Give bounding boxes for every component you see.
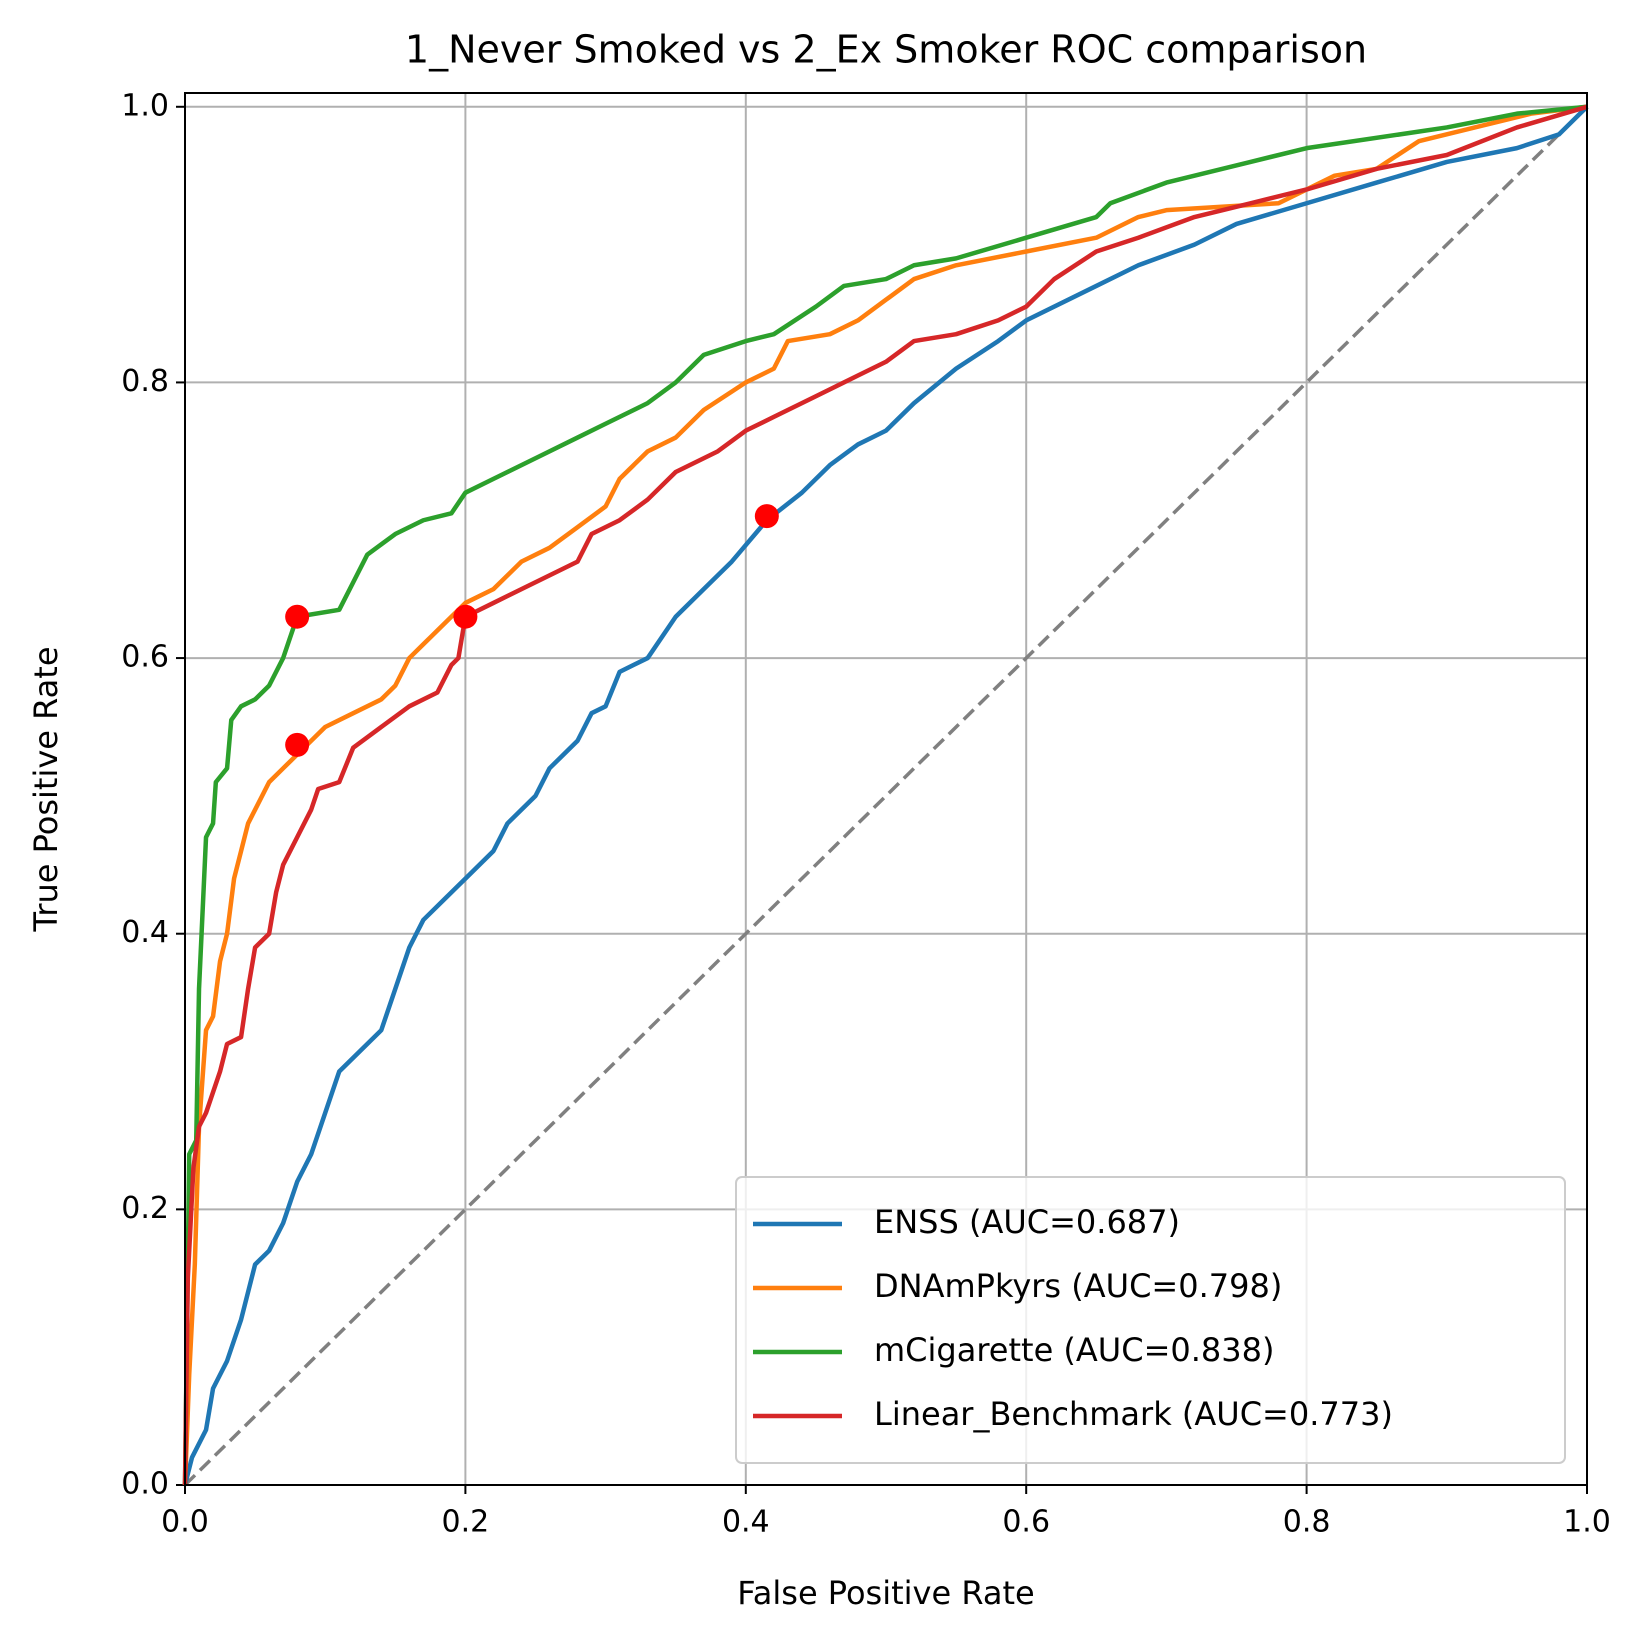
roc-line (182, 104, 1588, 1486)
frame (184, 92, 1588, 1486)
legend-label: ENSS (AUC=0.687) (874, 1203, 1180, 1241)
x-tick-label: 0.6 (1002, 1505, 1050, 1540)
x-tick-label: 1.0 (1563, 1505, 1611, 1540)
marker (453, 604, 478, 629)
legend-label: mCigarette (AUC=0.838) (874, 1331, 1274, 1369)
marker (285, 732, 310, 757)
y-tick-label: 0.2 (121, 1191, 169, 1226)
y-tick-label: 1.0 (121, 88, 169, 123)
legend-label: DNAmPkyrs (AUC=0.798) (874, 1267, 1282, 1305)
y-tick-label: 0.6 (121, 640, 169, 675)
chart-title: 1_Never Smoked vs 2_Ex Smoker ROC compar… (405, 28, 1367, 72)
x-tick-label: 0.4 (722, 1505, 770, 1540)
y-tick-label: 0.8 (121, 364, 169, 399)
roc-line (182, 104, 1588, 1486)
legend-label: Linear_Benchmark (AUC=0.773) (874, 1395, 1393, 1433)
legend-box (735, 1176, 1566, 1464)
x-tick-label: 0.8 (1283, 1505, 1331, 1540)
y-tick-label: 0.4 (121, 915, 169, 950)
roc-line (182, 104, 1588, 1486)
x-tick-label: 0.0 (161, 1505, 209, 1540)
roc-line (182, 105, 1589, 1486)
marker (754, 504, 779, 529)
reference-line (183, 105, 1589, 1487)
marker (285, 604, 310, 629)
y-axis-label: True Positive Rate (27, 646, 65, 932)
y-tick-label: 0.0 (121, 1467, 169, 1502)
x-axis-label: False Positive Rate (737, 1574, 1034, 1612)
x-tick-label: 0.2 (442, 1505, 490, 1540)
